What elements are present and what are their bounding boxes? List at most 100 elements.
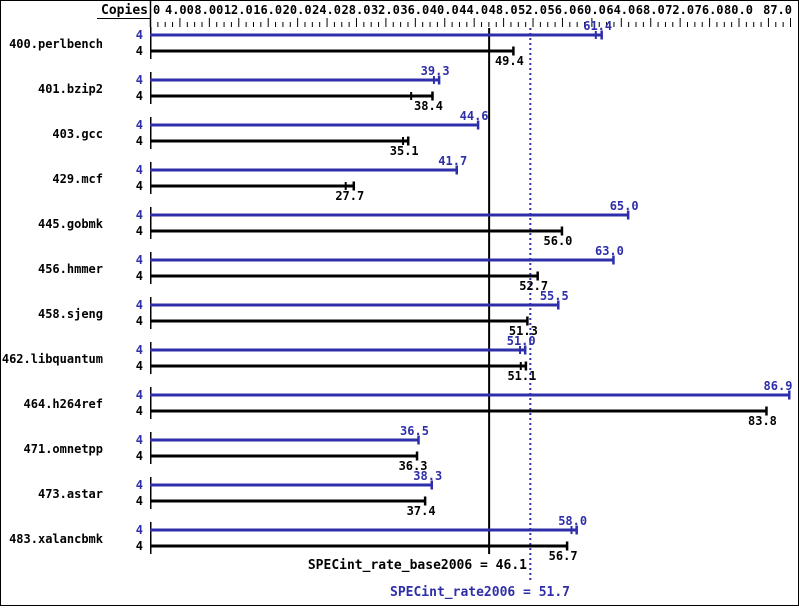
base-value-label: 36.3 [399,459,428,473]
benchmark-row-458.sjeng: 458.sjeng 4 4 55.5 51.3 [38,289,569,338]
copies-value-base: 4 [136,269,143,283]
benchmark-label: 471.omnetpp [24,442,103,456]
x-axis-labels: 0 4.00 8.00 12.0 16.0 20.0 24.0 28.0 32.0 36.0 40.… [153,3,792,17]
x-axis-tick-label: 20.0 [283,3,312,17]
x-axis-ticks [157,18,791,27]
benchmark-label: 445.gobmk [38,217,104,231]
copies-value-base: 4 [136,314,143,328]
peak-value-label: 36.5 [400,424,429,438]
benchmark-label: 400.perlbench [9,37,103,51]
x-axis-tick-label: 64.0 [606,3,635,17]
x-axis-tick-label: 52.0 [518,3,547,17]
base-value-label: 52.7 [519,279,548,293]
copies-value-peak: 4 [136,433,143,447]
base-value-label: 51.1 [507,369,536,383]
x-axis-tick-label: 0 [153,3,160,17]
copies-value-peak: 4 [136,523,143,537]
x-axis-tick-label: 12.0 [224,3,253,17]
peak-value-label: 44.6 [460,109,489,123]
x-axis-tick-label: 68.0 [636,3,665,17]
copies-value-peak: 4 [136,28,143,42]
benchmark-label: 458.sjeng [38,307,103,321]
x-axis-tick-label: 36.0 [400,3,429,17]
benchmark-row-403.gcc: 403.gcc 4 4 44.6 35.1 [52,109,488,158]
x-axis-tick-label: 44.0 [459,3,488,17]
copies-value-base: 4 [136,179,143,193]
benchmark-label: 464.h264ref [24,397,103,411]
copies-value-peak: 4 [136,253,143,267]
base-value-label: 49.4 [495,54,524,68]
x-axis-tick-label: 16.0 [253,3,282,17]
copies-value-base: 4 [136,89,143,103]
base-summary-text: SPECint_rate_base2006 = 46.1 [308,558,527,573]
benchmark-label: 473.astar [38,487,103,501]
base-value-label: 51.3 [509,324,538,338]
benchmark-label: 401.bzip2 [38,82,103,96]
copies-value-base: 4 [136,404,143,418]
peak-value-label: 63.0 [595,244,624,258]
copies-header: Copies [101,3,148,18]
peak-value-label: 86.9 [764,379,793,393]
x-axis-tick-label: 4.00 [165,3,194,17]
peak-value-label: 51.0 [507,334,536,348]
benchmark-row-401.bzip2: 401.bzip2 4 4 39.3 38.4 [38,64,450,113]
peak-value-label: 38.3 [413,469,442,483]
benchmark-row-462.libquantum: 462.libquantum 4 4 51.0 51.1 [2,334,537,383]
peak-value-label: 65.0 [610,199,639,213]
copies-value-base: 4 [136,44,143,58]
x-axis-tick-label: 87.0 [763,3,792,17]
benchmark-label: 403.gcc [52,127,103,141]
copies-value-peak: 4 [136,478,143,492]
copies-value-peak: 4 [136,118,143,132]
x-axis-tick-label: 80.0 [724,3,753,17]
benchmark-row-400.perlbench: 400.perlbench 4 4 61.4 49.4 [9,19,612,68]
x-axis-tick-label: 24.0 [312,3,341,17]
benchmark-label: 462.libquantum [2,352,103,366]
peak-value-label: 39.3 [421,64,450,78]
base-value-label: 37.4 [407,504,436,518]
base-value-label: 56.7 [549,549,578,563]
x-axis-tick-label: 48.0 [489,3,518,17]
benchmark-row-483.xalancbmk: 483.xalancbmk 4 4 58.0 56.7 [9,514,587,563]
peak-value-label: 41.7 [438,154,467,168]
base-value-label: 27.7 [335,189,364,203]
x-axis-tick-label: 28.0 [342,3,371,17]
benchmark-label: 483.xalancbmk [9,532,104,546]
copies-value-base: 4 [136,359,143,373]
benchmark-row-464.h264ref: 464.h264ref 4 4 86.9 83.8 [24,379,793,428]
x-axis-tick-label: 76.0 [695,3,724,17]
copies-value-base: 4 [136,134,143,148]
benchmark-row-471.omnetpp: 471.omnetpp 4 4 36.5 36.3 [24,424,429,473]
copies-value-base: 4 [136,539,143,553]
benchmark-row-473.astar: 473.astar 4 4 38.3 37.4 [38,469,442,518]
x-axis-tick-label: 72.0 [665,3,694,17]
base-value-label: 83.8 [748,414,777,428]
x-axis-tick-label: 56.0 [548,3,577,17]
x-axis-tick-label: 60.0 [577,3,606,17]
benchmark-row-456.hmmer: 456.hmmer 4 4 63.0 52.7 [38,244,624,293]
base-value-label: 56.0 [544,234,573,248]
copies-value-base: 4 [136,449,143,463]
copies-value-peak: 4 [136,343,143,357]
base-value-label: 38.4 [414,99,443,113]
copies-value-peak: 4 [136,208,143,222]
x-axis-tick-label: 8.00 [194,3,223,17]
copies-value-peak: 4 [136,388,143,402]
peak-value-label: 55.5 [540,289,569,303]
base-value-label: 35.1 [390,144,419,158]
benchmark-label: 429.mcf [52,172,103,186]
copies-value-peak: 4 [136,73,143,87]
x-axis-tick-label: 40.0 [430,3,459,17]
copies-value-peak: 4 [136,163,143,177]
peak-value-label: 58.0 [558,514,587,528]
benchmark-row-445.gobmk: 445.gobmk 4 4 65.0 56.0 [38,199,639,248]
peak-summary-text: SPECint_rate2006 = 51.7 [390,585,570,600]
peak-value-label: 61.4 [583,19,612,33]
benchmark-label: 456.hmmer [38,262,103,276]
copies-value-peak: 4 [136,298,143,312]
benchmark-row-429.mcf: 429.mcf 4 4 41.7 27.7 [52,154,467,203]
x-axis-tick-label: 32.0 [371,3,400,17]
